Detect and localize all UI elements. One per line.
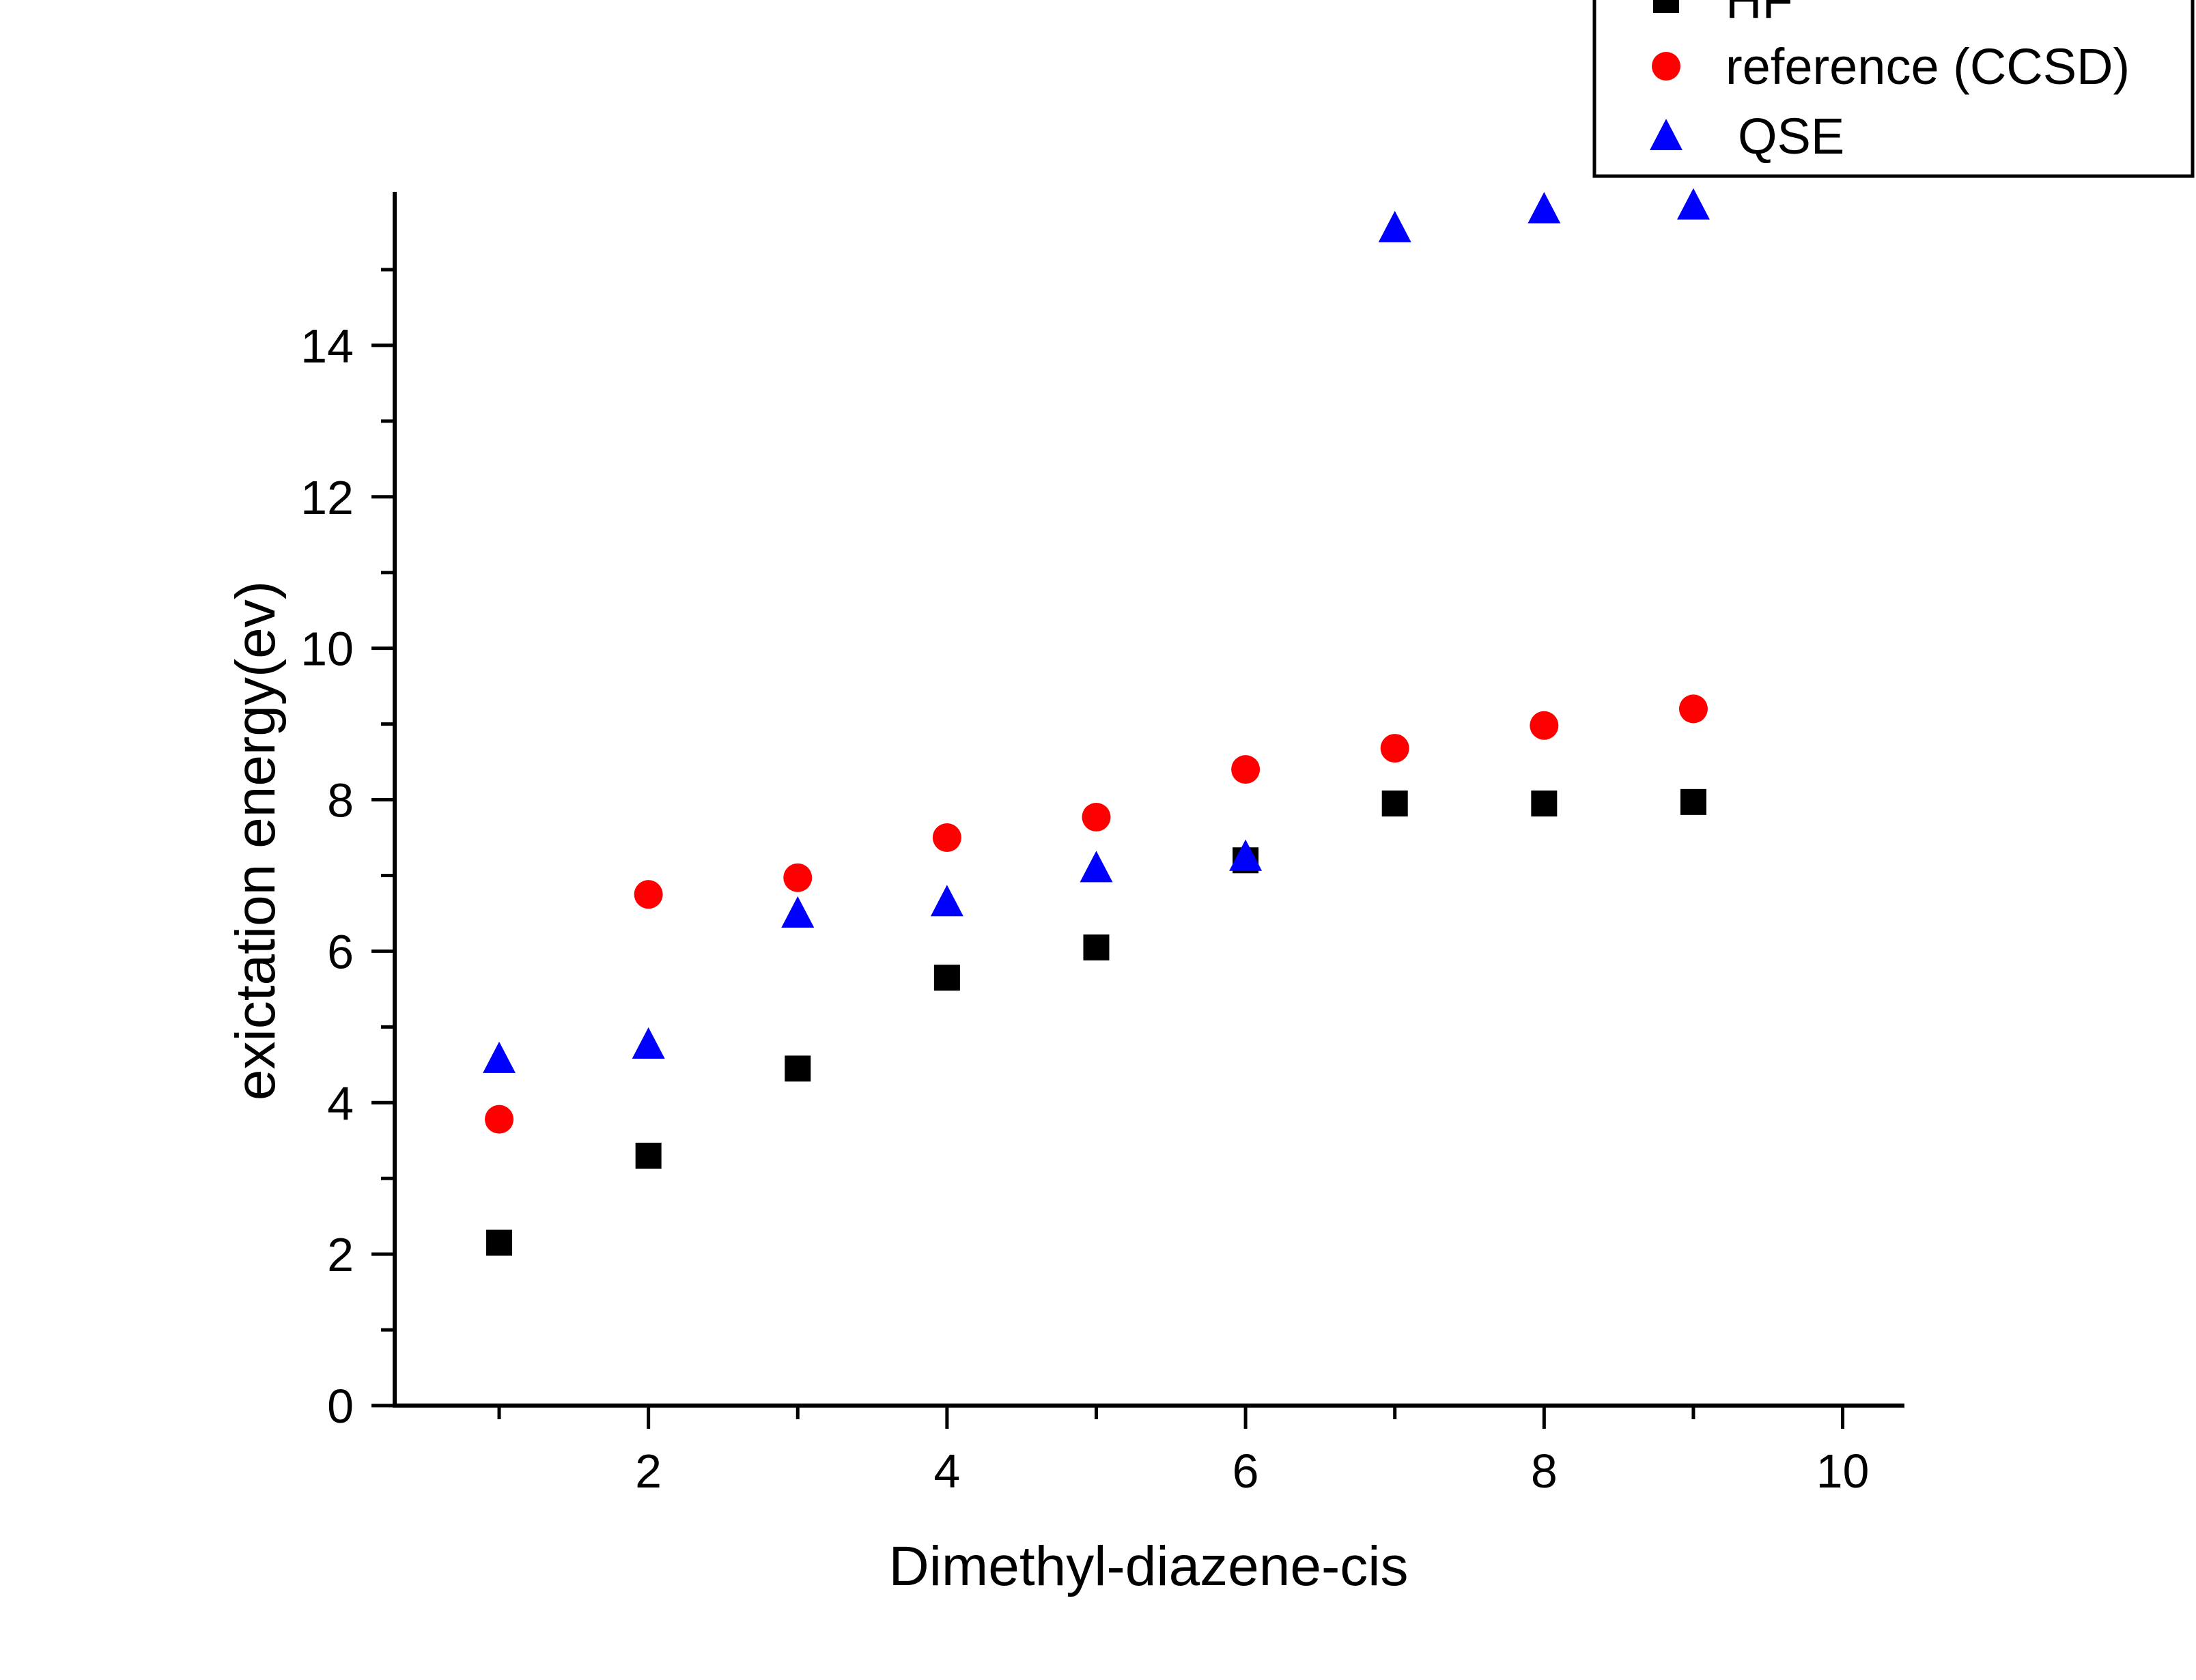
triangle-point [483,1041,516,1073]
y-tick-label: 4 [327,1077,354,1130]
y-tick-label: 2 [327,1228,354,1281]
y-tick-label: 14 [300,319,354,373]
square-point [1680,788,1706,815]
y-tick-label: 6 [327,925,354,978]
axes [393,192,1904,1408]
circle-point [1231,755,1261,784]
triangle-point [632,1027,665,1059]
circle-point [1082,803,1111,832]
circle-point [1530,711,1559,740]
circle-point [634,880,663,909]
y-tick-label: 0 [327,1380,354,1433]
circle-point [932,823,961,852]
y-tick-label: 12 [300,471,354,524]
x-tick-label: 8 [1531,1444,1558,1498]
square-point [933,965,960,991]
x-tick-label: 10 [1816,1444,1870,1498]
square-point [1531,791,1558,817]
square-point [1083,934,1110,960]
legend-box [1592,0,2195,178]
triangle-point [1528,192,1561,224]
triangle-point [1229,839,1263,871]
x-tick-label: 6 [1233,1444,1259,1498]
data-marks [483,188,1710,1256]
ticks: 2 4 6 8 10 0 2 4 6 8 10 12 14 [300,268,1870,1498]
x-axis-title: Dimethyl-diazene-cis [888,1535,1408,1597]
circle-point [485,1105,514,1134]
triangle-point [1080,851,1113,883]
circle-point [783,863,813,892]
y-axis-title: exictation energy(ev) [225,581,287,1100]
triangle-point [930,885,963,917]
circle-point [1380,734,1409,763]
x-tick-label: 2 [635,1444,662,1498]
y-tick-label: 8 [327,774,354,827]
y-tick-label: 10 [300,623,354,676]
legend-triangle-icon [1650,119,1683,150]
legend: HF reference (CCSD) QSE [1592,0,2195,178]
square-point [1381,791,1408,817]
legend-square-icon [1653,0,1679,13]
legend-label: reference (CCSD) [1726,38,2130,95]
triangle-point [1676,188,1710,220]
circle-point [1678,694,1708,724]
legend-label: QSE [1738,108,1844,165]
square-point [486,1229,513,1256]
square-point [635,1142,662,1169]
x-tick-label: 4 [933,1444,960,1498]
square-point [785,1055,811,1082]
triangle-point [781,896,815,928]
legend-circle-icon [1652,52,1680,81]
triangle-point [1378,210,1411,242]
legend-label: HF [1726,0,1793,29]
